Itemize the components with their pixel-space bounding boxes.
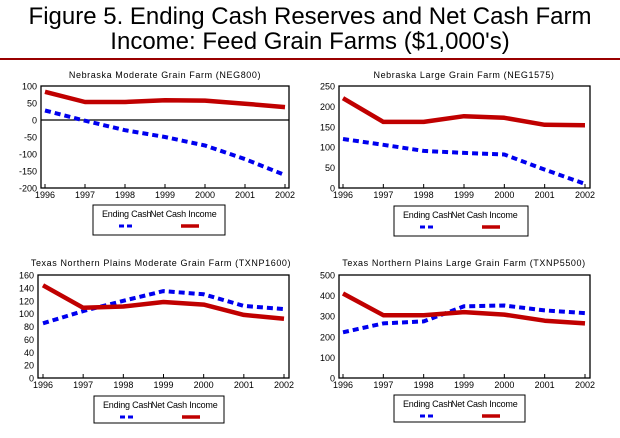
series-line-net-cash-income <box>341 96 586 128</box>
x-tick-label: 2000 <box>194 380 214 390</box>
x-tick-label: 2002 <box>274 380 294 390</box>
x-tick-label: 1997 <box>373 190 393 200</box>
y-tick-label: 80 <box>24 322 34 332</box>
legend-label-ending-cash: Ending Cash <box>103 400 153 410</box>
x-tick-label: 2000 <box>494 380 514 390</box>
legend-box <box>92 204 226 236</box>
x-tick-label: 2001 <box>234 380 254 390</box>
x-tick-label: 2001 <box>535 380 555 390</box>
legend-label-ending-cash: Ending Cash <box>403 210 453 220</box>
legend-label-net-cash-income: Net Cash Income <box>150 209 217 219</box>
y-tick-label: 200 <box>320 332 335 342</box>
y-tick-label: 60 <box>24 335 34 345</box>
y-tick-label: -200 <box>19 184 37 194</box>
x-tick-label: 2000 <box>494 190 514 200</box>
y-tick-label: 20 <box>24 361 34 371</box>
chart-panel-1: Nebraska Moderate Grain Farm (NEG800) -20… <box>19 70 295 236</box>
y-tick-label: 150 <box>320 122 335 132</box>
x-tick-label: 1998 <box>414 190 434 200</box>
x-tick-label: 1996 <box>333 190 353 200</box>
x-tick-label: 1998 <box>414 380 434 390</box>
title-divider <box>0 58 620 60</box>
y-tick-label: 100 <box>320 143 335 153</box>
x-tick-label: 2002 <box>575 380 595 390</box>
series-line-ending-cash <box>342 303 586 335</box>
y-tick-label: 40 <box>24 348 34 358</box>
y-tick-label: 100 <box>320 353 335 363</box>
legend-label-net-cash-income: Net Cash Income <box>451 399 518 409</box>
chart-title: Texas Northern Plains Moderate Grain Far… <box>31 258 291 268</box>
legend-label-net-cash-income: Net Cash Income <box>151 400 218 410</box>
x-tick-label: 1997 <box>75 190 95 200</box>
x-tick-label: 2001 <box>535 190 555 200</box>
x-tick-label: 2001 <box>235 190 255 200</box>
x-tick-label: 1998 <box>113 380 133 390</box>
legend-label-ending-cash: Ending Cash <box>102 209 152 219</box>
x-tick-label: 1999 <box>454 190 474 200</box>
chart-title: Nebraska Moderate Grain Farm (NEG800) <box>69 70 261 80</box>
legend-label-ending-cash: Ending Cash <box>403 399 453 409</box>
figure-title-line-2: Income: Feed Grain Farms ($1,000's) <box>110 28 510 55</box>
x-tick-label: 2002 <box>275 190 295 200</box>
y-tick-label: 500 <box>320 271 335 281</box>
chart-title: Nebraska Large Grain Farm (NEG1575) <box>373 70 554 80</box>
y-tick-label: -50 <box>24 133 37 143</box>
y-tick-label: 120 <box>19 296 34 306</box>
y-tick-label: 0 <box>330 184 335 194</box>
x-tick-label: 1999 <box>155 190 175 200</box>
series-line-net-cash-income <box>44 89 286 110</box>
chart-panel-4: Texas Northern Plains Large Grain Farm (… <box>320 258 595 423</box>
y-tick-label: 250 <box>320 82 335 92</box>
y-tick-label: 200 <box>320 102 335 112</box>
x-tick-label: 1996 <box>33 380 53 390</box>
figure-title: Figure 5. Ending Cash Reserves and Net C… <box>0 4 620 54</box>
y-tick-label: 400 <box>320 291 335 301</box>
legend-box <box>393 205 529 237</box>
chart-panel-2: Nebraska Large Grain Farm (NEG1575) 0 50 10… <box>320 70 595 237</box>
x-tick-label: 2000 <box>195 190 215 200</box>
x-tick-label: 1999 <box>153 380 173 390</box>
series-line-net-cash-income <box>41 283 285 322</box>
legend-box <box>93 395 225 424</box>
x-tick-label: 1996 <box>333 380 353 390</box>
x-tick-label: 1999 <box>454 380 474 390</box>
x-tick-label: 1998 <box>115 190 135 200</box>
y-tick-label: 50 <box>27 99 37 109</box>
chart-panel-3: Texas Northern Plains Moderate Grain Far… <box>19 258 294 424</box>
legend-label-net-cash-income: Net Cash Income <box>451 210 518 220</box>
legend-box <box>393 394 526 423</box>
x-tick-label: 1997 <box>373 380 393 390</box>
y-tick-label: 0 <box>32 116 37 126</box>
y-tick-label: -100 <box>19 150 37 160</box>
series-line-net-cash-income <box>341 291 586 326</box>
y-tick-label: 0 <box>29 374 34 384</box>
x-tick-label: 1997 <box>73 380 93 390</box>
y-tick-label: 100 <box>19 309 34 319</box>
y-tick-label: -150 <box>19 167 37 177</box>
series-line-ending-cash <box>342 137 586 186</box>
y-tick-label: 50 <box>325 163 335 173</box>
figure-title-line-1: Figure 5. Ending Cash Reserves and Net C… <box>28 3 592 30</box>
y-tick-label: 300 <box>320 312 335 322</box>
y-tick-label: 0 <box>330 374 335 384</box>
x-tick-label: 1996 <box>35 190 55 200</box>
y-tick-label: 140 <box>19 283 34 293</box>
x-tick-label: 2002 <box>575 190 595 200</box>
y-tick-label: 160 <box>19 271 34 281</box>
chart-title: Texas Northern Plains Large Grain Farm (… <box>342 258 585 268</box>
y-tick-label: 100 <box>22 82 37 92</box>
